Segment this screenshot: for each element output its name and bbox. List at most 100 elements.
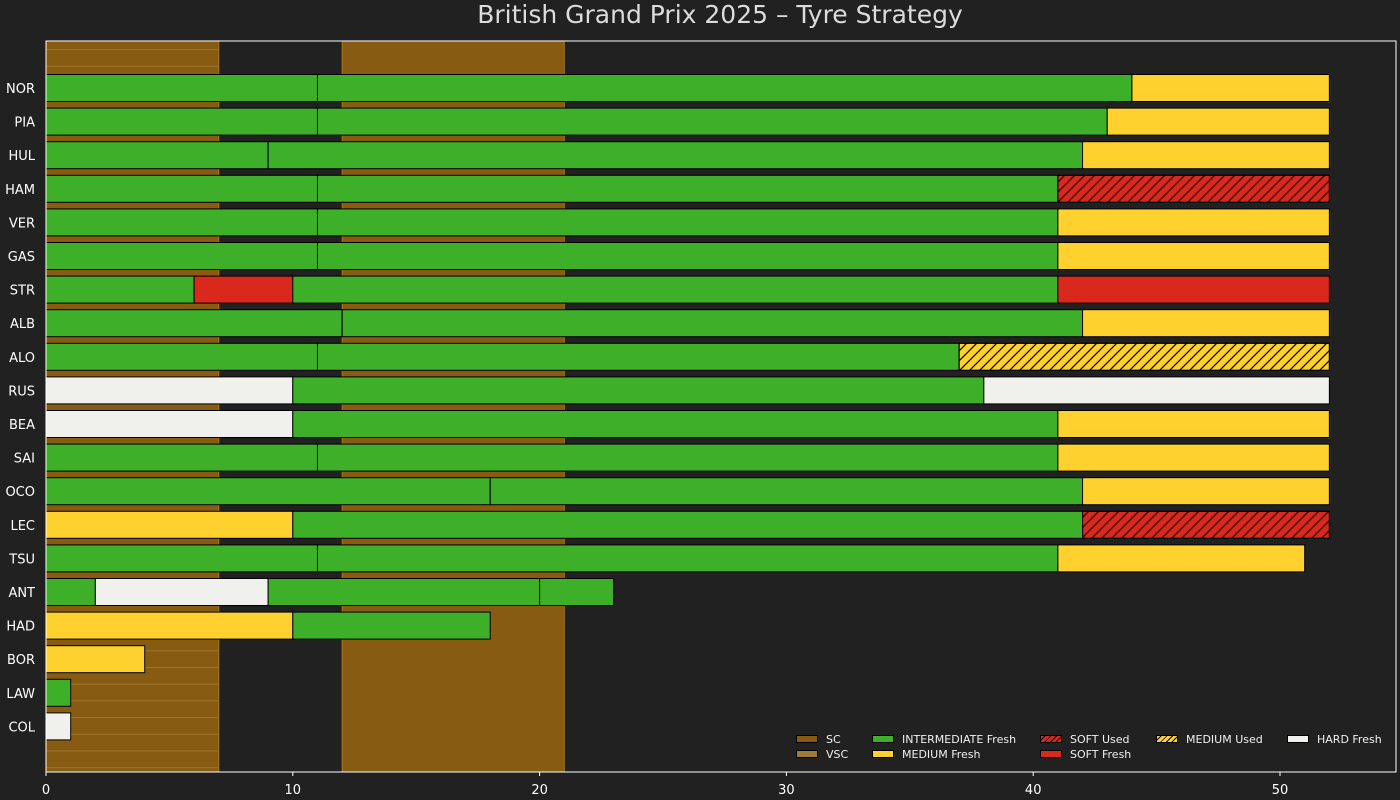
stint-bar-nor-1 [45,74,318,102]
stint-bar-str-1 [45,275,195,304]
y-tick-label-sai: SAI [14,452,35,467]
x-tick-label-0: 0 [42,783,50,798]
stint-bar-gas-3 [1057,242,1330,270]
y-tick-label-had: HAD [6,620,35,635]
x-tick-label-30: 30 [778,783,795,798]
stint-bar-lec-2 [292,510,1084,539]
stint-bar-lec-1 [45,510,294,539]
legend-swatch [1287,735,1309,743]
legend: SC INTERMEDIATE Fresh SOFT Used MEDIUM Used… [796,732,1387,761]
legend-label: SOFT Used [1070,732,1130,746]
y-tick-label-bor: BOR [7,653,35,668]
legend-item-medium-used: MEDIUM Used [1156,732,1287,746]
stint-bar-rus-2 [292,376,985,405]
y-tick-label-hul: HUL [8,149,35,164]
stint-bar-ant-2 [94,578,269,606]
stint-bar-hul-3 [1082,141,1330,170]
stint-bar-pia-3 [1106,107,1330,136]
legend-item-medium-fresh: MEDIUM Fresh [872,747,1040,761]
stint-bar-ant-3 [267,578,541,606]
chart-title: British Grand Prix 2025 – Tyre Strategy [477,0,963,29]
stint-bar-rus-3 [983,376,1330,405]
stint-bar-oco-3 [1082,477,1330,506]
stint-bar-alo-3-hatch [958,342,1330,371]
legend-swatch [872,750,894,758]
stint-bar-ham-3-hatch [1057,174,1330,203]
y-tick-label-col: COL [8,720,35,735]
legend-label: MEDIUM Fresh [902,747,981,761]
stint-bar-nor-2 [316,74,1133,102]
stint-bar-oco-1 [45,477,491,506]
x-tick-label-50: 50 [1272,783,1289,798]
legend-item-soft-fresh: SOFT Fresh [1040,747,1156,761]
stint-bar-gas-2 [316,242,1059,270]
legend-label: VSC [826,747,849,761]
stint-bar-alb-3 [1082,309,1330,338]
y-tick-label-bea: BEA [9,418,35,433]
y-tick-label-lec: LEC [10,519,35,534]
legend-label: SC [826,732,841,746]
legend-swatch [796,735,818,743]
stint-bar-law-1 [45,678,72,707]
stint-bar-bea-3 [1057,410,1330,438]
stint-bar-col-1 [45,712,72,741]
axis-labels: NOR PIA HUL HAM VER GAS STR ALB ALO RUS BEA SAI OCO L… [5,82,1288,798]
x-tick-label-20: 20 [531,783,548,798]
stint-bar-bea-1 [45,410,294,438]
stint-bar-pia-2 [316,107,1108,136]
x-tick-label-40: 40 [1025,783,1042,798]
stint-bar-alb-1 [45,309,343,338]
stint-bar-bea-2 [292,410,1059,438]
legend-swatch [1040,735,1062,743]
stint-bar-ham-1 [45,174,318,203]
stint-bar-nor-3 [1131,74,1330,102]
y-tick-label-law: LAW [6,687,35,702]
legend-label: SOFT Fresh [1070,747,1132,761]
stint-bar-tsu-2 [316,544,1059,573]
stint-bar-ant-4 [539,578,615,606]
y-tick-label-gas: GAS [8,250,35,265]
legend-item-hard-fresh: HARD Fresh [1287,732,1387,746]
stint-bar-oco-2 [489,477,1084,506]
legend-item-vsc: VSC [796,747,872,761]
stint-bar-alo-1 [45,342,318,371]
y-tick-label-tsu: TSU [8,552,35,567]
y-tick-label-nor: NOR [6,82,35,97]
y-tick-label-pia: PIA [14,116,35,131]
stint-bar-pia-1 [45,107,318,136]
plot-frame [45,40,1397,773]
y-tick-label-str: STR [10,284,35,299]
stint-bar-gas-1 [45,242,318,270]
y-tick-label-alo: ALO [9,351,35,366]
stint-bar-had-2 [292,611,491,640]
stint-bar-had-1 [45,611,294,640]
legend-label: MEDIUM Used [1186,732,1263,746]
legend-swatch [872,735,894,743]
legend-label: HARD Fresh [1317,732,1382,746]
legend-swatch [1156,735,1178,743]
x-tick-label-10: 10 [285,783,302,798]
stint-bar-bor-1 [45,645,146,674]
stint-bar-str-3 [292,275,1059,304]
stint-bar-hul-1 [45,141,269,170]
stint-bar-ver-3 [1057,208,1330,237]
y-tick-label-rus: RUS [8,384,35,399]
stint-bar-tsu-1 [45,544,318,573]
stint-bar-tsu-3 [1057,544,1306,573]
stint-bar-hul-2 [267,141,1084,170]
y-tick-label-ham: HAM [5,183,35,198]
legend-swatch [1040,750,1062,758]
y-tick-label-ant: ANT [8,586,35,601]
legend-label: INTERMEDIATE Fresh [902,732,1017,746]
stint-bar-ham-2 [316,174,1059,203]
legend-item-intermediate-fresh: INTERMEDIATE Fresh [872,732,1040,746]
stint-bar-rus-1 [45,376,294,405]
stint-bar-sai-3 [1057,443,1330,472]
stint-bar-lec-3-hatch [1082,510,1330,539]
y-tick-label-alb: ALB [10,317,35,332]
stint-bar-ver-2 [316,208,1059,237]
stint-bar-sai-2 [316,443,1059,472]
legend-item-soft-used: SOFT Used [1040,732,1156,746]
stint-bar-sai-1 [45,443,318,472]
